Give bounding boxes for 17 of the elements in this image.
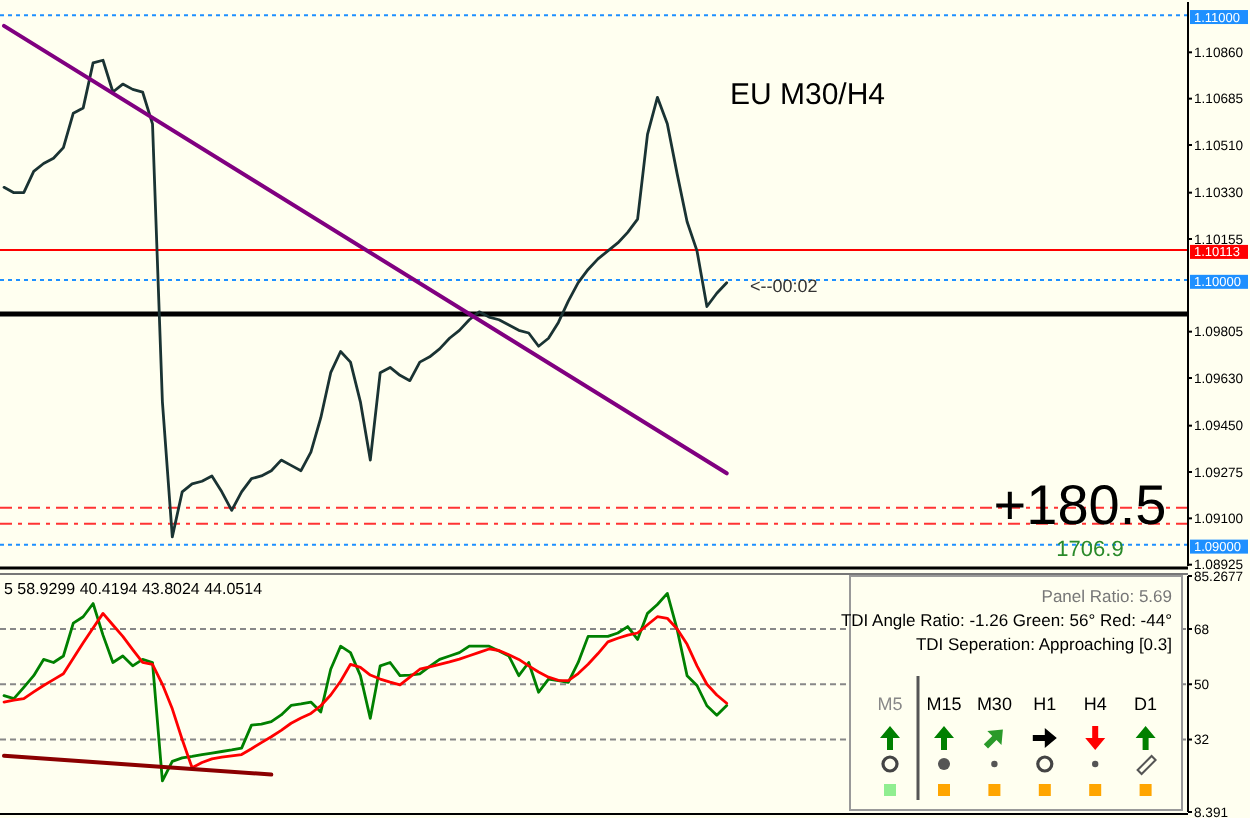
text: Panel Ratio: 5.69	[1041, 586, 1173, 606]
line-series	[2, 592, 729, 783]
text: 1706.9	[1056, 538, 1124, 562]
text: EU M30/H4	[730, 78, 886, 112]
text: TDI Seperation: Approaching [0.3]	[915, 634, 1172, 654]
text: TDI Angle Ratio: -1.26 Green: 56° Red: -44°	[840, 610, 1172, 630]
category-label: D1	[1134, 694, 1158, 714]
text: +180.5	[993, 474, 1167, 536]
category-label: M30	[976, 694, 1012, 714]
category-label: M15	[926, 694, 962, 714]
annotation: 5 58.9299 40.4194 43.8024 44.0514	[4, 580, 264, 598]
category-label: H1	[1033, 694, 1057, 714]
line-series	[2, 611, 729, 770]
category-label: M5	[877, 694, 903, 714]
line-series	[2, 58, 729, 539]
text: <--00:02	[750, 276, 818, 296]
category-label: H4	[1083, 694, 1107, 714]
